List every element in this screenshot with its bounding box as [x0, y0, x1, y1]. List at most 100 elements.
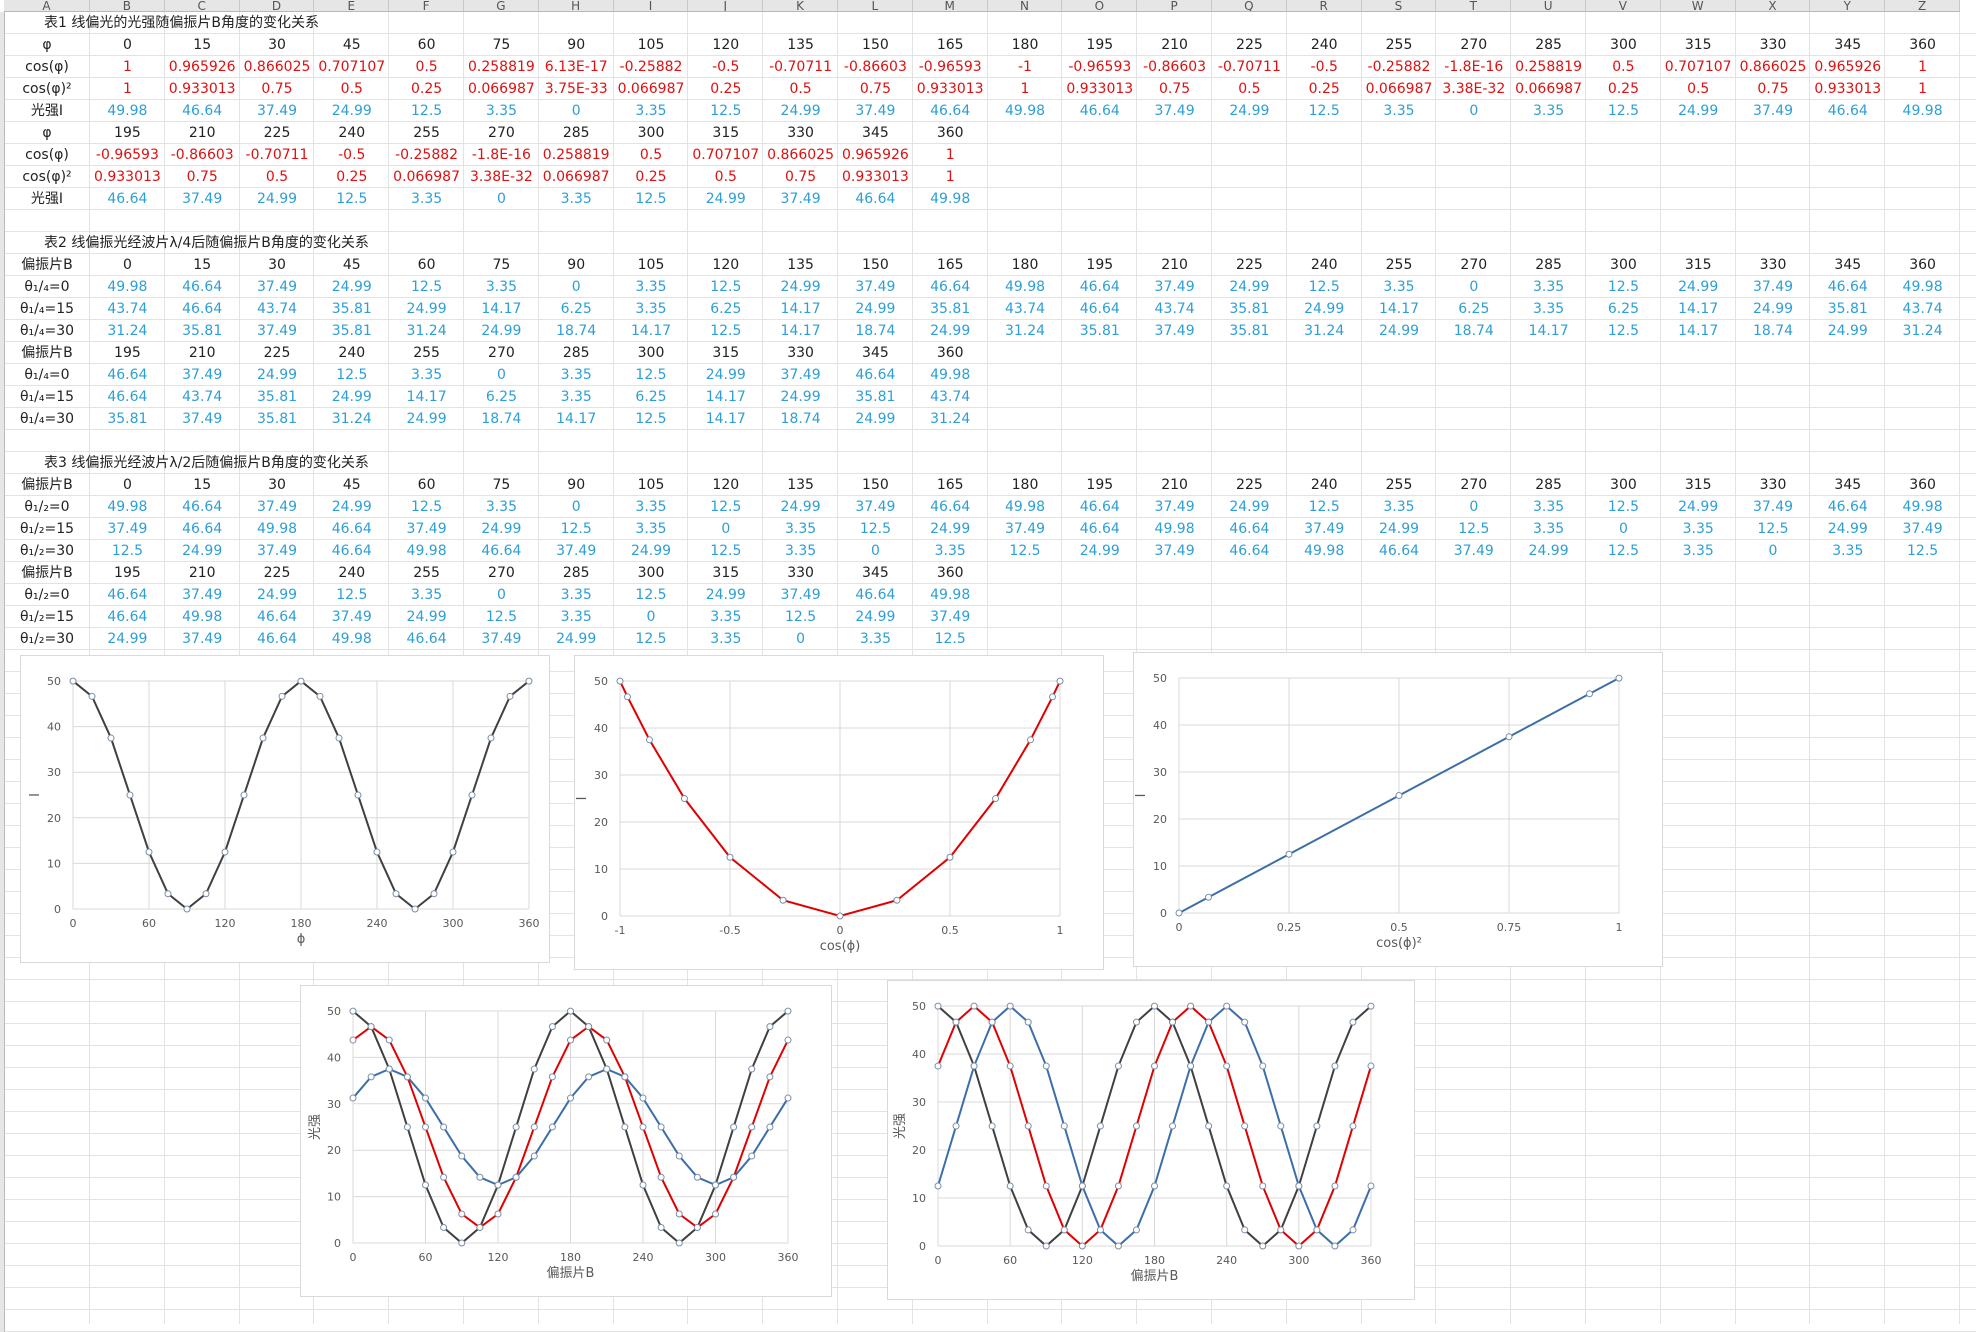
row-header[interactable] — [0, 188, 5, 210]
cell[interactable]: 0.75 — [1159, 81, 1191, 97]
cell[interactable]: θ₁/₂=30 — [19, 543, 75, 559]
cell[interactable]: 0.066987 — [393, 169, 460, 185]
cell[interactable]: 14.17 — [705, 411, 746, 427]
cell[interactable]: 165 — [936, 257, 964, 273]
cell[interactable]: 330 — [787, 125, 814, 141]
cell[interactable]: 49.98 — [107, 103, 148, 119]
cell[interactable]: 3.35 — [934, 543, 966, 559]
cell[interactable]: 195 — [114, 345, 141, 361]
column-header[interactable]: P — [1137, 0, 1212, 12]
cell[interactable]: 12.5 — [560, 521, 592, 537]
cell[interactable]: 1 — [945, 147, 955, 163]
column-header[interactable]: T — [1436, 0, 1512, 12]
cell[interactable]: 49.98 — [331, 631, 372, 647]
cell[interactable]: 12.5 — [1308, 103, 1340, 119]
cell[interactable]: 300 — [637, 565, 665, 581]
cell[interactable]: 345 — [862, 125, 889, 141]
cell[interactable]: 225 — [1236, 37, 1263, 53]
row-header[interactable] — [0, 100, 5, 122]
cell[interactable]: 285 — [562, 345, 590, 361]
column-header[interactable]: Z — [1885, 0, 1960, 12]
cell[interactable]: 180 — [1011, 37, 1039, 53]
cell[interactable]: 37.49 — [256, 499, 298, 515]
cell[interactable]: 330 — [787, 565, 814, 581]
cell[interactable]: -0.96593 — [95, 147, 159, 163]
cell[interactable]: 46.64 — [331, 521, 372, 537]
cell[interactable]: 12.5 — [710, 279, 742, 295]
row-header[interactable] — [0, 1288, 5, 1310]
cell[interactable]: 24.99 — [780, 279, 821, 295]
cell[interactable]: 0 — [571, 279, 581, 295]
column-header[interactable]: D — [239, 0, 315, 12]
cell[interactable]: 37.49 — [406, 521, 447, 537]
cell[interactable]: 300 — [1610, 257, 1637, 273]
cell[interactable]: 37.49 — [855, 103, 896, 119]
chart-2[interactable]: 0 10 20 30 40 50 -1 -0.5 0 0.5 1 cos(ϕ) I — [574, 655, 1104, 970]
cell[interactable]: 24.99 — [331, 389, 372, 405]
cell[interactable]: 0.75 — [1757, 81, 1789, 97]
cell[interactable]: 3.35 — [485, 499, 517, 515]
row-header[interactable] — [0, 254, 5, 276]
row-header[interactable] — [0, 1046, 5, 1068]
cell[interactable]: 6.25 — [710, 301, 742, 317]
cell[interactable]: 光强I — [30, 191, 64, 207]
cell[interactable]: 135 — [787, 37, 814, 53]
cell[interactable]: 37.49 — [1752, 499, 1794, 515]
cell[interactable]: 35.81 — [182, 323, 223, 339]
cell[interactable]: 37.49 — [182, 631, 223, 647]
cell[interactable]: 45 — [342, 477, 361, 493]
cell[interactable]: 12.5 — [411, 499, 443, 515]
cell[interactable]: θ₁/₂=15 — [19, 609, 75, 625]
row-header[interactable] — [0, 1112, 5, 1134]
cell[interactable]: 255 — [413, 565, 440, 581]
cell[interactable]: 24.99 — [1378, 323, 1420, 339]
cell[interactable]: 12.5 — [336, 191, 368, 207]
cell[interactable]: 光强I — [30, 103, 64, 119]
cell[interactable]: 12.5 — [485, 609, 517, 625]
column-header[interactable]: K — [763, 0, 838, 12]
cell[interactable]: 18.74 — [780, 411, 821, 427]
row-header[interactable] — [0, 1024, 5, 1046]
column-header[interactable]: V — [1586, 0, 1661, 12]
cell[interactable]: 37.49 — [1902, 521, 1943, 537]
cell[interactable]: 3.35 — [1533, 301, 1565, 317]
cell[interactable]: 6.13E-17 — [544, 59, 608, 75]
cell[interactable]: θ₁/₄=0 — [24, 367, 70, 383]
cell[interactable]: 46.64 — [1079, 279, 1120, 295]
cell[interactable]: 24.99 — [1229, 499, 1270, 515]
cell[interactable]: 37.49 — [556, 543, 597, 559]
cell[interactable]: 315 — [1684, 37, 1712, 53]
cell[interactable]: 255 — [1385, 37, 1413, 53]
cell[interactable]: 24.99 — [780, 499, 821, 515]
cell[interactable]: 3.38E-32 — [469, 169, 533, 185]
cell[interactable]: 3.35 — [1682, 543, 1714, 559]
cell[interactable]: 120 — [712, 37, 740, 53]
row-header[interactable] — [0, 408, 5, 430]
cell[interactable]: cos(φ) — [25, 59, 69, 75]
cell[interactable]: 6.25 — [1458, 301, 1490, 317]
cell[interactable]: 360 — [1909, 257, 1936, 273]
cell[interactable]: -0.70711 — [769, 59, 833, 75]
cell[interactable]: 49.98 — [107, 499, 148, 515]
cell[interactable]: 18.74 — [556, 323, 597, 339]
cell[interactable]: 12.5 — [635, 411, 667, 427]
cell[interactable]: 12.5 — [1607, 103, 1639, 119]
cell[interactable]: 0.5 — [415, 59, 438, 75]
row-header[interactable] — [0, 606, 5, 628]
cell[interactable]: 24.99 — [1304, 301, 1345, 317]
cell[interactable]: 3.35 — [1533, 279, 1565, 295]
cell[interactable]: 18.74 — [1453, 323, 1494, 339]
cell[interactable]: 24.99 — [406, 609, 447, 625]
cell[interactable]: 24.99 — [1079, 543, 1120, 559]
cell[interactable]: 195 — [1086, 257, 1114, 273]
cell[interactable]: 12.5 — [1607, 543, 1639, 559]
cell[interactable]: 360 — [936, 345, 964, 361]
cell[interactable]: 0.258819 — [467, 59, 535, 75]
cell[interactable]: 14.17 — [780, 323, 821, 339]
cell[interactable]: 6.25 — [635, 389, 667, 405]
cell[interactable]: 46.64 — [855, 587, 896, 603]
cell[interactable]: 18.74 — [1752, 323, 1794, 339]
cell[interactable]: 0.75 — [186, 169, 218, 185]
cell[interactable]: 12.5 — [635, 367, 667, 383]
